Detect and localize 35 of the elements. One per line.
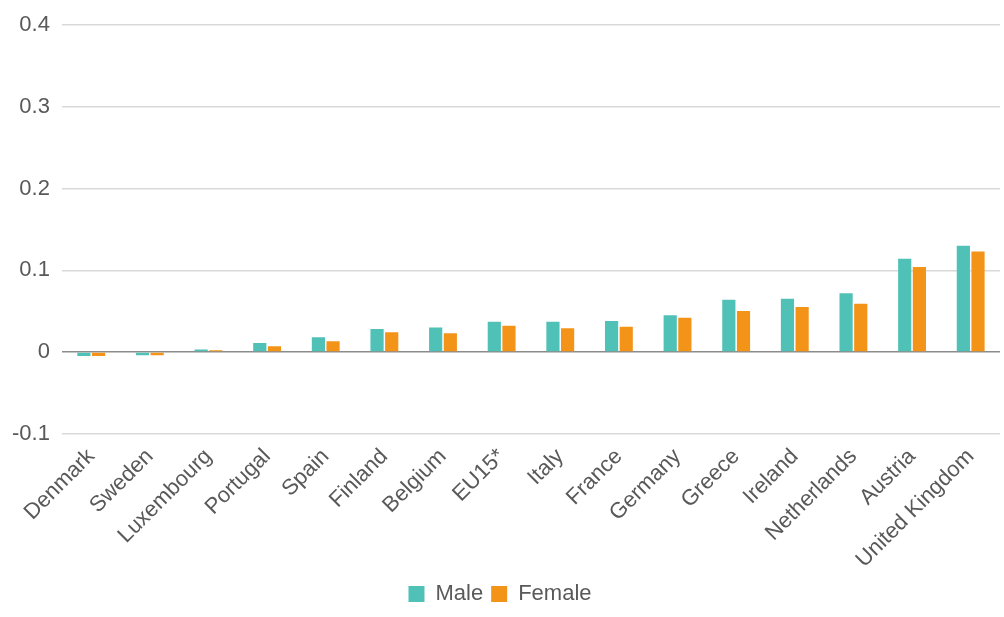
bar [736, 311, 751, 352]
bar [326, 341, 340, 352]
bar [971, 251, 985, 352]
bar [956, 245, 970, 352]
bar [604, 320, 619, 352]
bar [311, 337, 326, 352]
y-tick-label: 0 [37, 338, 50, 364]
bar [267, 346, 282, 352]
bar [619, 326, 633, 352]
bar [722, 299, 736, 352]
bar [502, 325, 516, 352]
bar [429, 327, 443, 352]
x-tick-label: Italy [521, 443, 569, 490]
bar [898, 258, 912, 352]
bar [839, 293, 853, 352]
bar [370, 329, 384, 352]
y-tick-label: 0.1 [19, 256, 50, 282]
bar [487, 321, 501, 352]
bar [678, 317, 692, 352]
y-tick-label: 0.2 [19, 174, 50, 200]
y-tick-label: 0.3 [19, 92, 50, 118]
bar [443, 333, 457, 352]
bar [385, 332, 399, 352]
bar [912, 267, 926, 352]
bar [663, 315, 677, 352]
bar [546, 321, 560, 352]
bar [780, 298, 795, 352]
y-tick-label: -0.1 [11, 419, 50, 445]
legend-label: Female [518, 580, 592, 606]
bar [854, 303, 868, 352]
y-tick-label: 0.4 [19, 11, 50, 37]
legend-label: Male [435, 580, 484, 606]
bar [561, 328, 575, 352]
bar [253, 342, 267, 352]
bar [795, 307, 809, 352]
